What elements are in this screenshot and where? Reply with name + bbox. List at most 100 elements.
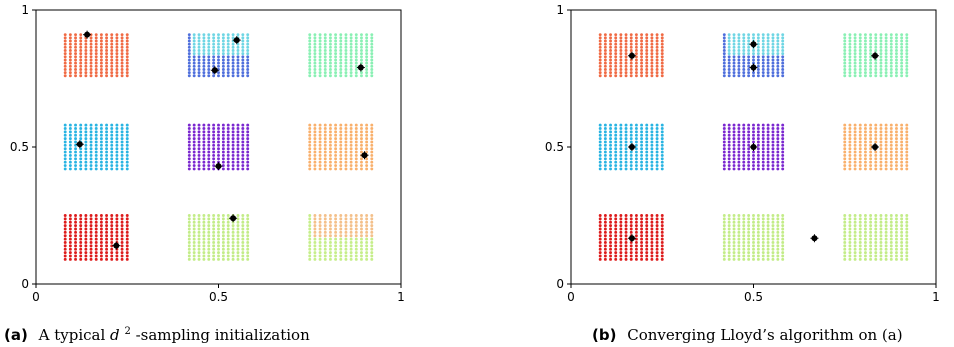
panel-a-sample-point [84, 71, 88, 75]
panel-a-sample-point [120, 167, 124, 171]
panel-a-sample-point [334, 214, 338, 217]
panel-a-sample-point [323, 160, 327, 164]
panel-a-sample-point [246, 137, 250, 141]
panel-b-sample-point [771, 241, 775, 244]
panel-b-sample-point [614, 241, 618, 244]
panel-a-sample-point [99, 67, 103, 71]
panel-a-sample-point [207, 61, 211, 65]
panel-b-sample-point [879, 137, 883, 141]
panel-a-sample-point [207, 224, 211, 228]
panel-a-sample-point [313, 224, 317, 228]
panel-a-sample-point [231, 74, 235, 78]
panel-b-sample-point [645, 254, 649, 258]
panel-b-sample-point [781, 36, 785, 40]
panel-a-sample-point [125, 137, 129, 141]
panel-b-sample-point [843, 220, 847, 224]
panel-a-sample-point [231, 45, 235, 49]
panel-b-sample-point [732, 220, 736, 224]
panel-a-sample-point [323, 42, 327, 46]
panel-a-sample-point [192, 36, 196, 40]
panel-b-sample-point [609, 133, 612, 137]
panel-a-sample-point [313, 244, 317, 248]
panel-a-sample-point [231, 127, 235, 130]
panel-b-sample-point [737, 45, 741, 49]
panel-a-sample-point [68, 224, 72, 228]
panel-b-sample-point [858, 220, 862, 224]
panel-b-sample-point [645, 251, 649, 255]
panel-a-sample-point [323, 33, 327, 37]
panel-b-sample-point [629, 71, 633, 75]
panel-a-sample-point [221, 237, 225, 241]
panel-b-sample-point [619, 234, 623, 238]
panel-a-sample-point [187, 33, 191, 37]
panel-a-sample-point [217, 214, 220, 217]
panel-b-sample-point [879, 254, 883, 258]
panel-a-sample-point [344, 153, 348, 157]
panel-a-sample-point [202, 251, 206, 255]
panel-a-sample-point [197, 130, 201, 134]
panel-a-sample-point [192, 217, 196, 221]
panel-a-sample-point [187, 36, 191, 40]
panel-b-sample-point [843, 150, 847, 154]
panel-a-sample-point [68, 127, 72, 130]
panel-b-sample-point [761, 45, 765, 49]
panel-b-sample-point [722, 39, 726, 43]
panel-a-sample-point [226, 140, 230, 144]
panel-a-sample-point [334, 247, 338, 251]
panel-a-sample-point [94, 45, 98, 49]
panel-b-sample-point [732, 64, 736, 68]
panel-b-sample-point [727, 153, 731, 157]
panel-a-caption-rest: -sampling initialization [136, 326, 310, 344]
panel-a-sample-point [105, 153, 109, 157]
panel-a-sample-point [94, 52, 98, 56]
panel-a-sample-point [349, 49, 353, 52]
panel-a-sample-point [192, 164, 196, 167]
panel-a-sample-point [349, 254, 353, 258]
panel-b-sample-point [761, 234, 765, 238]
panel-a-cluster-6 [308, 123, 374, 171]
panel-b-sample-point [900, 140, 904, 144]
panel-b-sample-point [655, 217, 659, 221]
panel-b-sample-point [609, 67, 612, 71]
panel-a-sample-point [241, 220, 245, 224]
panel-b-label: (b) [592, 326, 616, 344]
panel-a-sample-point [318, 133, 322, 137]
panel-b-sample-point [732, 237, 736, 241]
panel-a-sample-point [246, 167, 250, 171]
panel-b-sample-point [905, 150, 909, 154]
panel-b-sample-point [895, 64, 898, 68]
panel-a-sample-point [354, 230, 358, 234]
panel-a-sample-point [192, 127, 196, 130]
panel-b-sample-point [629, 254, 633, 258]
panel-b-sample-point [603, 254, 607, 258]
panel-a-sample-point [187, 67, 191, 71]
panel-b-sample-point [869, 74, 873, 78]
panel-b-sample-point [619, 39, 623, 43]
panel-b-sample-point [766, 234, 770, 238]
panel-a-sample-point [370, 214, 374, 217]
panel-b-sample-point [747, 133, 751, 137]
panel-a-sample-point [99, 133, 103, 137]
panel-a-sample-point [246, 234, 250, 238]
panel-a-sample-point [334, 140, 338, 144]
panel-b-sample-point [771, 251, 775, 255]
panel-b-sample-point [747, 237, 751, 241]
panel-b-sample-point [727, 74, 731, 78]
panel-a-sample-point [313, 227, 317, 231]
panel-b-sample-point [761, 167, 765, 171]
panel-a-sample-point [197, 227, 201, 231]
panel-b-sample-point [905, 244, 909, 248]
panel-a-sample-point [94, 160, 98, 164]
panel-b-sample-point [732, 150, 736, 154]
panel-a-sample-point [344, 230, 348, 234]
panel-b-sample-point [766, 58, 770, 62]
panel-a-sample-point [84, 214, 88, 217]
panel-a-sample-point [115, 61, 119, 65]
panel-b-sample-point [858, 217, 862, 221]
panel-b-sample-point [905, 123, 909, 127]
panel-b-sample-point [905, 49, 909, 52]
panel-a-sample-point [94, 127, 98, 130]
panel-b-sample-point [863, 71, 867, 75]
panel-a-sample-point [125, 160, 129, 164]
panel-b-sample-point [737, 143, 741, 147]
